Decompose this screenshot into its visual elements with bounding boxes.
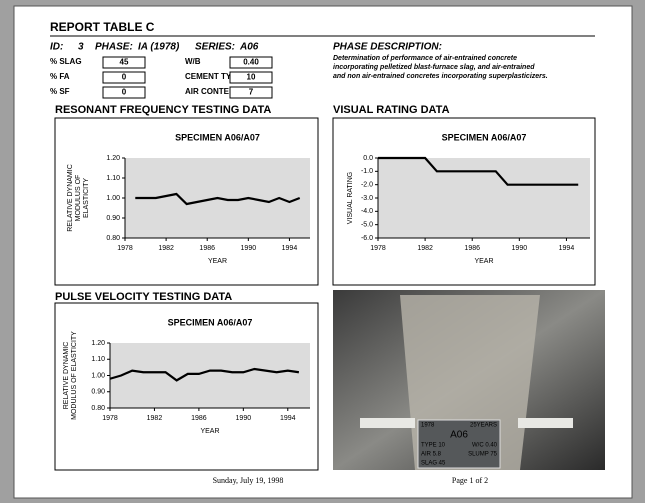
description-line: and non air-entrained concretes incorpor… (333, 73, 548, 80)
x-tick-label: 1978 (102, 415, 118, 422)
page: REPORT TABLE C ID: 3 PHASE: IA (1978) SE… (0, 0, 645, 503)
x-tick-label: 1982 (417, 245, 433, 252)
chart-title: SPECIMEN A06/A07 (168, 317, 253, 327)
y-axis-label: MODULUS OF (75, 175, 82, 222)
photo-code: A06 (450, 430, 468, 441)
x-tick-label: 1978 (370, 245, 386, 252)
phase-label: PHASE: (95, 42, 133, 53)
x-axis-label: YEAR (208, 258, 227, 265)
report-page: REPORT TABLE C ID: 3 PHASE: IA (1978) SE… (0, 0, 645, 503)
section-heading: PULSE VELOCITY TESTING DATA (55, 291, 232, 303)
y-tick-label: 0.0 (363, 155, 373, 162)
x-tick-label: 1978 (117, 245, 133, 252)
phase: IA (1978) (138, 42, 180, 53)
y-tick-label: -4.0 (361, 208, 373, 215)
x-tick-label: 1986 (199, 245, 215, 252)
section-heading: VISUAL RATING DATA (333, 104, 450, 116)
x-axis-label: YEAR (200, 428, 219, 435)
series: A06 (239, 42, 259, 53)
x-axis-label: YEAR (474, 258, 493, 265)
photo-air: AIR 5.8 (421, 452, 442, 458)
field-value: 7 (249, 88, 254, 97)
y-tick-label: -2.0 (361, 182, 373, 189)
x-tick-label: 1990 (241, 245, 257, 252)
y-tick-label: -5.0 (361, 222, 373, 229)
x-tick-label: 1986 (464, 245, 480, 252)
series-label: SERIES: (195, 42, 235, 53)
y-axis-label: ELASTICITY (83, 178, 90, 218)
photo-block (518, 418, 573, 428)
x-tick-label: 1994 (280, 415, 296, 422)
report-title: REPORT TABLE C (50, 20, 155, 34)
y-tick-label: -3.0 (361, 195, 373, 202)
x-tick-label: 1994 (282, 245, 298, 252)
y-axis-label: RELATIVE DYNAMIC (63, 342, 70, 410)
y-tick-label: 1.20 (91, 340, 105, 347)
photo-age: 25YEARS (470, 423, 497, 429)
field-value: 0.40 (243, 58, 259, 67)
x-tick-label: 1990 (512, 245, 528, 252)
y-tick-label: 1.00 (106, 195, 120, 202)
y-tick-label: 1.00 (91, 372, 105, 379)
y-tick-label: 0.80 (91, 405, 105, 412)
description-line: incorporating pelletized blast-furnace s… (333, 64, 535, 71)
description-line: Determination of performance of air-entr… (333, 55, 517, 62)
y-tick-label: 1.20 (106, 155, 120, 162)
field-value: 0 (122, 88, 127, 97)
id: 3 (78, 42, 84, 53)
field-value: 10 (247, 73, 256, 82)
photo-type: TYPE 10 (421, 443, 446, 449)
y-tick-label: 0.90 (106, 215, 120, 222)
chart-title: SPECIMEN A06/A07 (442, 132, 527, 142)
photo: 1978 25YEARS A06 TYPE 10 W/C 0.40 AIR 5.… (333, 290, 605, 470)
field-label: W/B (185, 57, 201, 66)
photo-slump: SLUMP 75 (468, 452, 498, 458)
y-tick-label: -6.0 (361, 235, 373, 242)
y-tick-label: 1.10 (106, 175, 120, 182)
footer-page: Page 1 of 2 (452, 476, 488, 485)
photo-block (360, 418, 415, 428)
description-title: PHASE DESCRIPTION: (333, 42, 442, 53)
y-axis-label: RELATIVE DYNAMIC (67, 164, 74, 232)
photo-slag: SLAG 45 (421, 461, 446, 467)
x-tick-label: 1982 (147, 415, 163, 422)
y-axis-label: MODULUS OF ELASTICITY (71, 331, 78, 420)
id-label: ID: (50, 42, 63, 53)
field-label: % FA (50, 72, 70, 81)
y-tick-label: 0.90 (91, 389, 105, 396)
plot-area (378, 158, 590, 238)
y-tick-label: 1.10 (91, 356, 105, 363)
field-value: 0 (122, 73, 127, 82)
chart-title: SPECIMEN A06/A07 (175, 132, 260, 142)
y-axis-label: VISUAL RATING (347, 172, 354, 225)
photo-wc: W/C 0.40 (472, 443, 498, 449)
y-tick-label: 0.80 (106, 235, 120, 242)
x-tick-label: 1986 (191, 415, 207, 422)
field-value: 45 (120, 58, 129, 67)
x-tick-label: 1990 (236, 415, 252, 422)
photo-year: 1978 (421, 423, 435, 429)
section-heading: RESONANT FREQUENCY TESTING DATA (55, 104, 271, 116)
x-tick-label: 1982 (158, 245, 174, 252)
field-label: % SLAG (50, 57, 82, 66)
field-label: % SF (50, 87, 70, 96)
plot-area (110, 343, 310, 408)
id-row: ID: 3 PHASE: IA (1978) SERIES: A06 (50, 42, 259, 53)
x-tick-label: 1994 (559, 245, 575, 252)
y-tick-label: -1.0 (361, 168, 373, 175)
footer-date: Sunday, July 19, 1998 (213, 476, 284, 485)
